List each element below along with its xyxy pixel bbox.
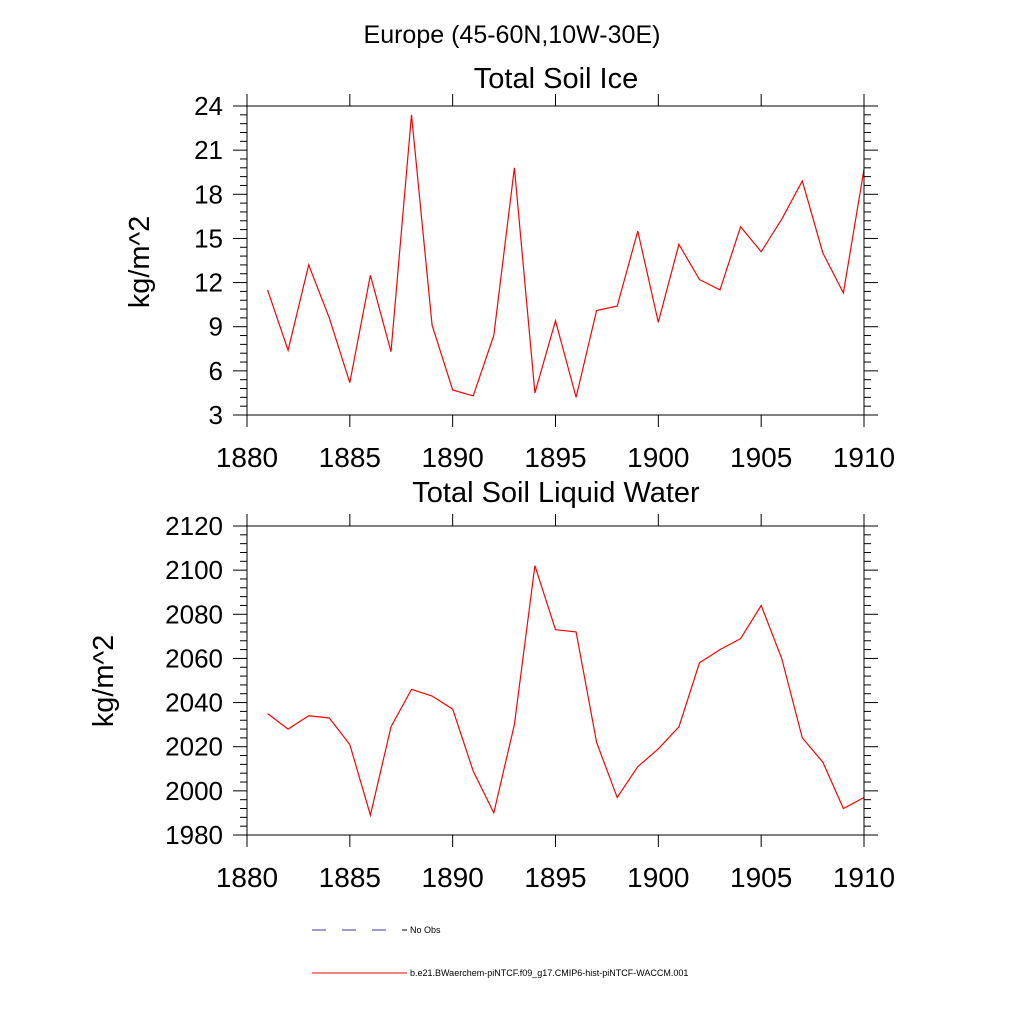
y-axis-label: kg/m^2 [88, 635, 120, 728]
y-tick-label: 6 [209, 356, 223, 386]
legend-item-model: b.e21.BWaerchem-piNTCF.f09_g17.CMIP6-his… [312, 968, 688, 978]
y-tick-label: 2060 [165, 643, 223, 673]
y-tick-label: 18 [194, 179, 223, 209]
x-tick-label: 1900 [627, 862, 689, 893]
series-line [267, 114, 865, 398]
plot-frame [246, 105, 865, 416]
legend-item-no-obs: No Obs [312, 925, 441, 935]
y-tick-label: 2080 [165, 599, 223, 629]
y-tick-label: 1980 [165, 820, 223, 850]
panel-title: Total Soil Liquid Water [412, 477, 700, 509]
x-tick-label: 1910 [833, 862, 895, 893]
x-tick-label: 1895 [524, 862, 586, 893]
y-tick-label: 2040 [165, 688, 223, 718]
y-tick-label: 2120 [165, 511, 223, 541]
tick-labels: 1880 1885 1890 1895 1900 1905 1910 1980 2000 2020… [165, 511, 895, 893]
x-tick-label: 1880 [216, 862, 278, 893]
x-tick-label: 1890 [422, 862, 484, 893]
panel-total-soil-ice: Total Soil Ice kg/m^2 1880 1885 1890 1895 19… [124, 63, 895, 473]
y-tick-label: 21 [194, 135, 223, 165]
x-tick-label: 1910 [833, 442, 895, 473]
panel-total-soil-liquid-water: Total Soil Liquid Water kg/m^2 1880 1885 1… [88, 477, 895, 893]
x-tick-label: 1895 [524, 442, 586, 473]
y-axis-label: kg/m^2 [124, 216, 156, 309]
y-tick-label: 2000 [165, 776, 223, 806]
y-tick-label: 12 [194, 268, 223, 298]
y-tick-label: 3 [209, 400, 223, 430]
x-tick-label: 1885 [319, 862, 381, 893]
panel-title: Total Soil Ice [474, 63, 638, 95]
y-tick-label: 24 [194, 91, 223, 121]
tick-labels: 1880 1885 1890 1895 1900 1905 1910 3 6 9 12 15 18 21 2… [194, 91, 895, 473]
x-tick-label: 1880 [216, 442, 278, 473]
x-tick-label: 1905 [730, 862, 792, 893]
x-tick-label: 1885 [319, 442, 381, 473]
y-tick-label: 9 [209, 312, 223, 342]
plot-lines [267, 565, 865, 818]
y-tick-label: 2100 [165, 555, 223, 585]
figure-suptitle: Europe (45-60N,10W-30E) [364, 21, 661, 49]
plot-lines [267, 114, 865, 398]
series-line [267, 565, 865, 818]
y-tick-label: 15 [194, 223, 223, 253]
x-tick-label: 1890 [422, 442, 484, 473]
legend: No Obs b.e21.BWaerchem-piNTCF.f09_g17.CM… [312, 925, 688, 978]
legend-label-no-obs: No Obs [410, 925, 441, 935]
plot-frame [246, 525, 865, 836]
x-tick-label: 1900 [627, 442, 689, 473]
y-tick-label: 2020 [165, 732, 223, 762]
legend-label-model: b.e21.BWaerchem-piNTCF.f09_g17.CMIP6-his… [410, 968, 688, 978]
x-tick-label: 1905 [730, 442, 792, 473]
axis-ticks [233, 514, 878, 847]
axis-ticks [233, 94, 878, 427]
